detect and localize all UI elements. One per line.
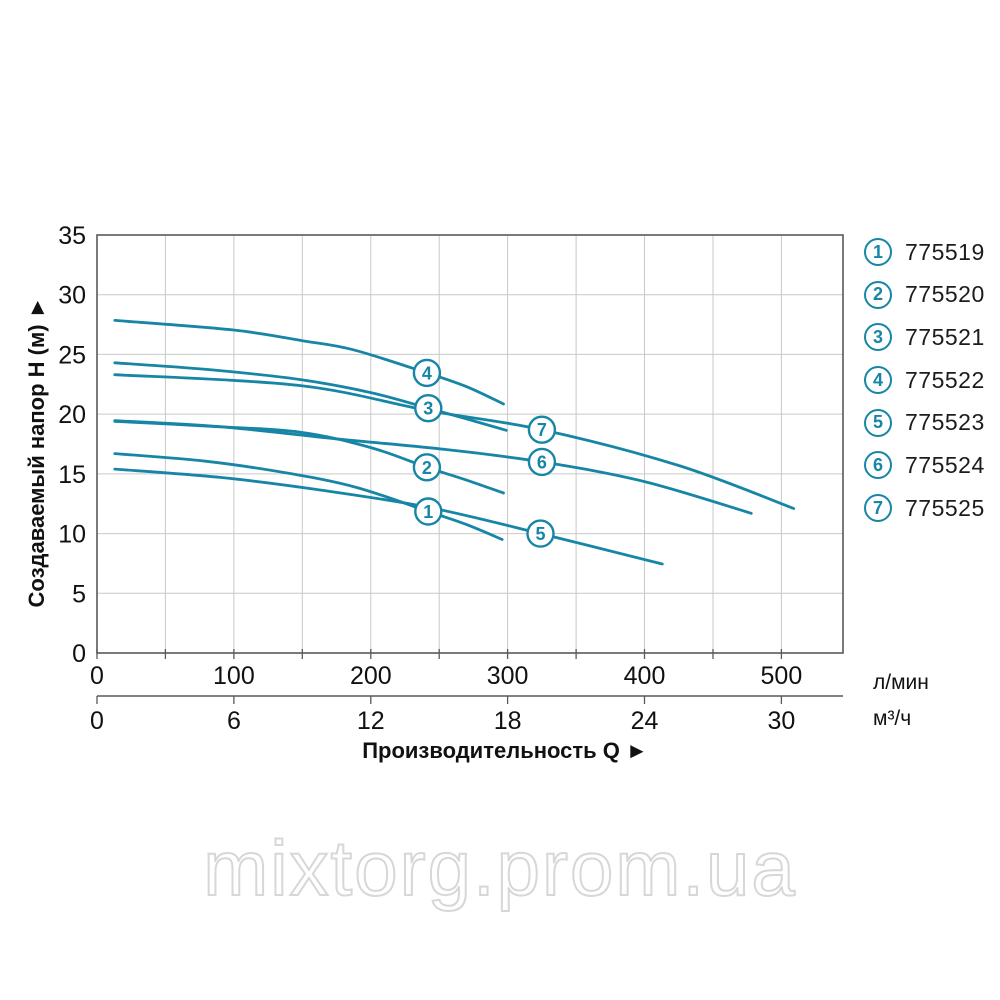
x2-tick-label: 18 [494,707,522,735]
curve-label-number-2: 2 [422,458,432,478]
curve-label-circle-5 [526,519,555,548]
legend-item: 3 775521 [864,323,985,352]
curve-label-number-7: 7 [537,420,547,440]
x-tick-label: 400 [624,662,666,690]
legend-circle-number: 7 [864,494,892,523]
y-tick-label: 10 [58,521,86,549]
x-axis-title: Производительность Q ► [362,738,648,763]
legend-item: 2 775520 [864,280,985,309]
legend: 1 775519 2 775520 3 775521 4 775522 5 77… [864,238,985,523]
x-tick-label: 500 [761,662,803,690]
x2-tick-label: 24 [631,707,659,735]
curve-775522 [113,319,505,406]
plot-frame [96,234,844,654]
x2-tick-label: 12 [357,707,385,735]
x-axis-unit-m3h: м³/ч [873,707,912,730]
legend-circle-number: 1 [864,238,892,266]
y-tick-label: 0 [72,640,86,668]
legend-code: 775525 [905,494,985,521]
x2-tick-label: 6 [227,707,241,735]
watermark: mixtorg.prom.ua [202,823,797,913]
curve-775523 [113,467,664,566]
y-tick-label: 5 [72,580,86,608]
curve-label-circle-6 [527,447,557,477]
legend-item: 6 775524 [864,451,985,480]
legend-circle-number: 6 [864,451,892,480]
x-tick-label: 300 [487,662,529,690]
x2-tick-label: 30 [767,707,795,735]
curve-label-circle-2 [412,453,442,482]
legend-item: 4 775522 [864,366,985,395]
legend-circle-number: 4 [864,366,892,395]
curve-label-number-1: 1 [423,502,433,522]
y-tick-label: 20 [58,401,86,429]
y-axis-title: Создаваемый напор H (м) ► [24,296,49,608]
legend-item: 7 775525 [864,494,985,523]
curve-label-number-3: 3 [423,399,433,419]
legend-code: 775521 [905,323,985,350]
legend-code: 775520 [905,281,985,308]
x-tick-label: 0 [90,662,104,690]
curve-label-number-5: 5 [535,524,545,544]
y-tick-label: 30 [58,282,86,310]
x-tick-label: 100 [213,662,255,690]
curve-label-circle-7 [527,415,557,444]
curve-775524 [113,419,753,515]
x2-tick-label: 0 [90,707,104,735]
watermark-text: mixtorg.prom.ua [203,824,797,912]
legend-code: 775519 [905,238,985,265]
curve-775521 [113,361,508,432]
legend-item: 1 775519 [864,238,985,266]
legend-circle-number: 2 [864,280,892,309]
x-tick-label: 200 [350,662,392,690]
y-tick-label: 25 [58,341,86,369]
curve-label-circle-1 [414,497,443,526]
legend-code: 775524 [905,451,985,478]
y-tick-label: 35 [58,222,86,250]
curve-label-number-6: 6 [537,452,547,472]
legend-item: 5 775523 [864,408,985,437]
legend-code: 775523 [905,409,985,436]
y-tick-label: 15 [58,461,86,489]
curve-label-circle-4 [412,358,442,388]
legend-circle-number: 5 [864,408,892,437]
curve-label-circle-3 [414,394,443,423]
curve-775525 [113,373,796,510]
legend-code: 775522 [905,366,985,393]
x-axis-unit-lmin: л/мин [873,671,929,694]
curve-label-number-4: 4 [422,363,432,383]
legend-circle-number: 3 [864,323,892,352]
curve-775519 [113,452,504,541]
